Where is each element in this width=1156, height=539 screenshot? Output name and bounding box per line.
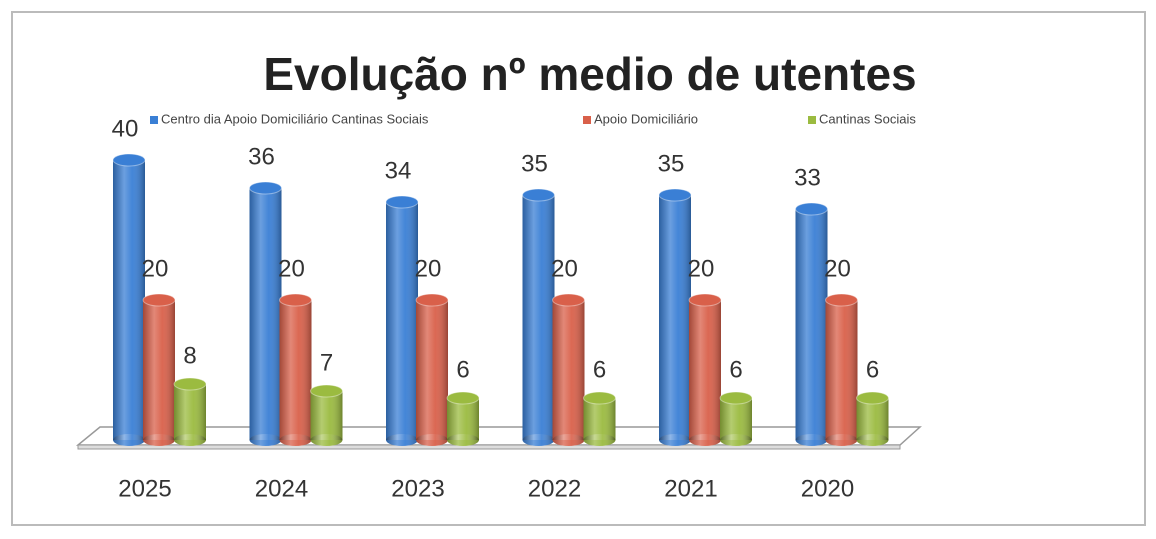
bar-bottom-shade <box>386 434 418 446</box>
x-tick-label: 2022 <box>528 475 581 502</box>
bar-top <box>795 202 828 216</box>
bar-top <box>385 195 419 209</box>
data-label: 20 <box>415 255 442 282</box>
bar-top <box>583 391 616 405</box>
bar-bottom-shade <box>795 434 828 446</box>
bar-shade <box>279 300 312 440</box>
bar-top <box>415 293 449 307</box>
bar-top <box>112 153 146 167</box>
bar-top <box>446 391 480 405</box>
bar-shade <box>310 391 343 440</box>
floor-edge <box>77 444 901 450</box>
bar-bottom-shade <box>447 434 479 446</box>
bar-shade <box>143 300 175 440</box>
legend-swatch <box>150 116 158 124</box>
bar-top <box>279 293 312 307</box>
bar-top <box>552 293 585 307</box>
x-tick-label: 2020 <box>801 475 854 502</box>
bar-shade <box>386 202 418 440</box>
legend-label: Cantinas Sociais <box>819 111 916 126</box>
data-label: 6 <box>729 356 742 383</box>
bar-bottom-shade <box>522 434 555 446</box>
bar-shade <box>416 300 448 440</box>
bar-shade <box>689 300 721 440</box>
data-label: 40 <box>112 115 139 142</box>
bar-shade <box>522 195 555 440</box>
bar-shade <box>825 300 858 440</box>
bar-shade <box>856 398 889 440</box>
bar-top <box>522 188 555 202</box>
bar-shade <box>795 209 828 440</box>
bar-bottom-shade <box>143 434 175 446</box>
data-label: 6 <box>456 356 469 383</box>
bar-top <box>825 293 858 307</box>
data-label: 20 <box>688 255 715 282</box>
data-label: 7 <box>320 349 333 376</box>
bar-shade <box>583 398 616 440</box>
legend-label: Centro dia Apoio Domiciliário Cantinas S… <box>161 111 429 126</box>
bar-shade <box>113 160 145 440</box>
data-label: 35 <box>658 150 685 177</box>
bar-top <box>719 391 753 405</box>
bar-top <box>173 377 207 391</box>
data-label: 35 <box>521 150 548 177</box>
bar-bottom-shade <box>113 434 145 446</box>
bar-top <box>142 293 176 307</box>
x-tick-label: 2025 <box>118 475 171 502</box>
bar-shade <box>552 300 585 440</box>
data-label: 36 <box>248 143 275 170</box>
bar-bottom-shade <box>174 434 206 446</box>
bar-shade <box>249 188 282 440</box>
x-tick-label: 2024 <box>255 475 308 502</box>
bar-top <box>658 188 692 202</box>
bar-bottom-shade <box>689 434 721 446</box>
bar-shade <box>174 384 206 440</box>
bar-top <box>688 293 722 307</box>
bar-bottom-shade <box>825 434 858 446</box>
data-label: 6 <box>593 356 606 383</box>
bar-bottom-shade <box>659 434 691 446</box>
bar-top <box>249 181 282 195</box>
bar-bottom-shade <box>310 434 343 446</box>
bar-bottom-shade <box>583 434 616 446</box>
bar-bottom-shade <box>720 434 752 446</box>
legend-label: Apoio Domiciliário <box>594 111 698 126</box>
data-label: 34 <box>385 157 412 184</box>
bar-shade <box>447 398 479 440</box>
data-label: 20 <box>551 255 578 282</box>
bar-top <box>856 391 889 405</box>
x-tick-label: 2023 <box>391 475 444 502</box>
chart-title: Evolução nº medio de utentes <box>263 48 916 100</box>
bar-shade <box>659 195 691 440</box>
x-tick-label: 2021 <box>664 475 717 502</box>
bar-bottom-shade <box>249 434 282 446</box>
bar-bottom-shade <box>416 434 448 446</box>
data-label: 20 <box>278 255 305 282</box>
bar-shade <box>720 398 752 440</box>
data-label: 8 <box>183 342 196 369</box>
bar-bottom-shade <box>856 434 889 446</box>
data-label: 20 <box>824 255 851 282</box>
data-label: 20 <box>142 255 169 282</box>
data-label: 33 <box>794 164 821 191</box>
legend-swatch <box>808 116 816 124</box>
bar-bottom-shade <box>552 434 585 446</box>
bar-top <box>310 384 343 398</box>
legend-swatch <box>583 116 591 124</box>
data-label: 6 <box>866 356 879 383</box>
bar-bottom-shade <box>279 434 312 446</box>
